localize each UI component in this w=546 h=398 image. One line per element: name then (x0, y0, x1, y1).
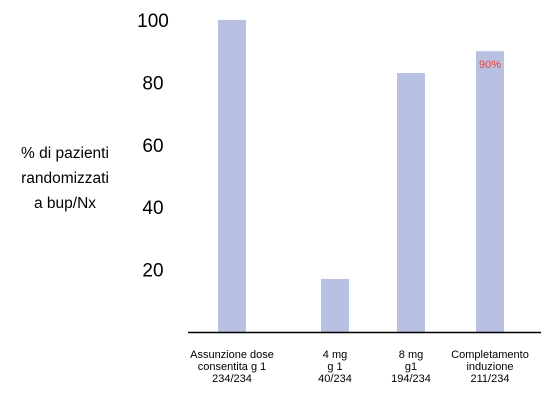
category-label-2-line-2: g 1 (327, 361, 342, 373)
category-label-4-line-2: induzione (466, 361, 513, 373)
y-axis-label: % di pazienti randomizzati a bup/Nx (4, 141, 126, 216)
y-tick-label-80: 80 (142, 73, 163, 94)
data-label-4: 90% (479, 59, 501, 71)
bar-1 (218, 20, 246, 332)
y-tick-label-20: 20 (142, 261, 163, 282)
category-label-3-line-3: 194/234 (391, 373, 431, 385)
category-label-3-line-2: g1 (405, 361, 417, 373)
category-label-1-line-2: consentita g 1 (198, 361, 267, 373)
y-tick-label-60: 60 (142, 136, 163, 157)
category-label-4-line-3: 211/234 (471, 373, 510, 385)
bar-2 (321, 278, 349, 332)
category-label-2-line-3: 40/234 (318, 373, 352, 385)
category-label-1-line-1: Assunzione dose (190, 349, 274, 361)
category-label-4-line-1: Completamento (451, 349, 529, 361)
category-label-3-line-1: 8 mg (399, 349, 423, 361)
y-axis-label-line-3: a bup/Nx (33, 195, 97, 212)
y-axis-label-line-2: randomizzati (21, 170, 109, 187)
category-label-1-line-3: 234/234 (212, 373, 252, 385)
bar-3 (397, 73, 425, 332)
y-axis-label-line-1: % di pazienti (21, 145, 109, 162)
y-tick-label-100: 100 (137, 11, 169, 32)
y-tick-label-40: 40 (142, 198, 163, 219)
category-label-2-line-1: 4 mg (323, 349, 347, 361)
bar-4 (476, 51, 504, 332)
